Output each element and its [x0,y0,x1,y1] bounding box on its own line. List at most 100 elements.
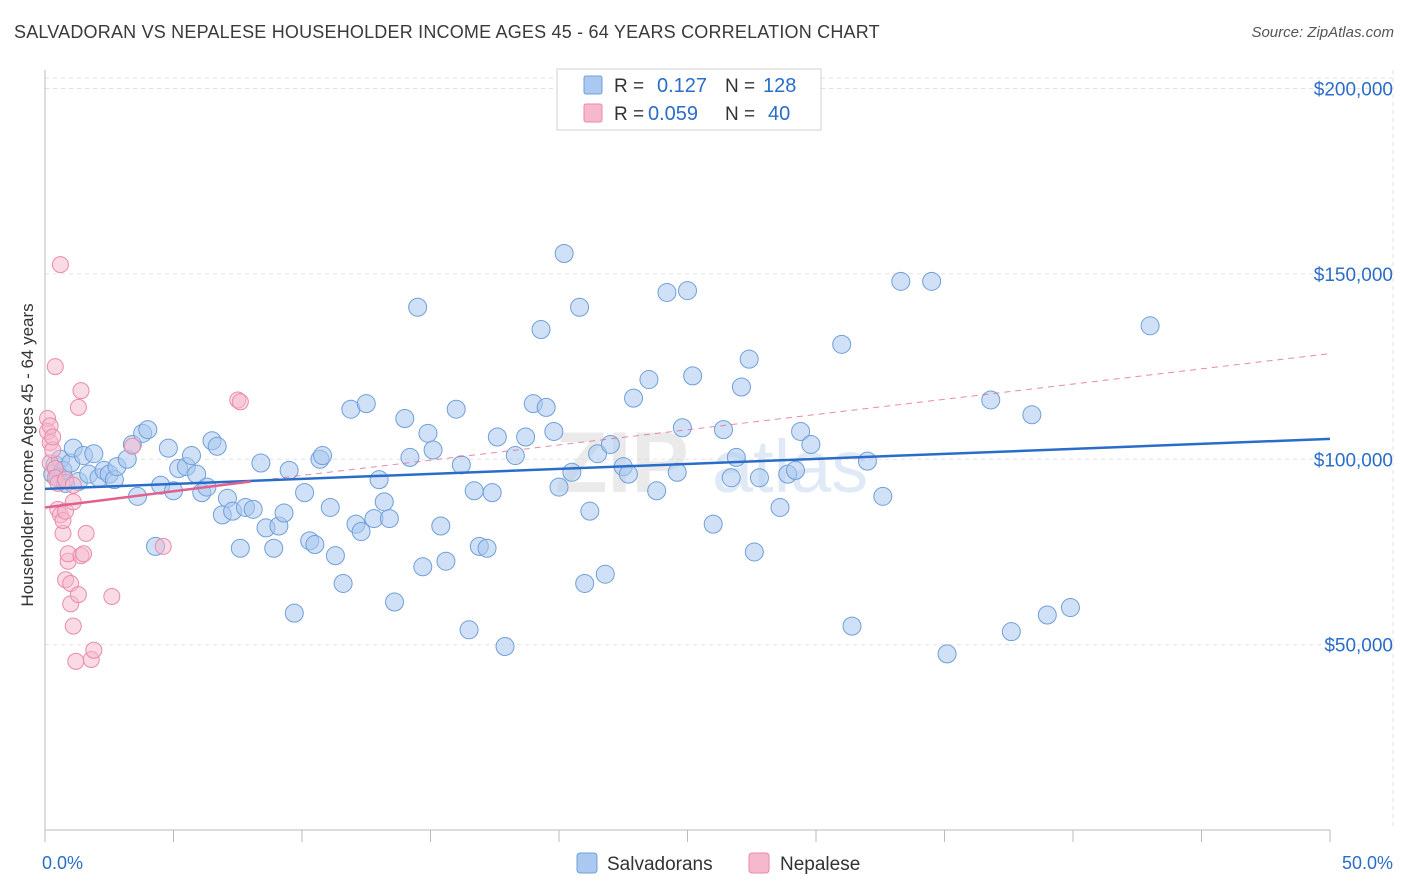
nepalese-point-25 [64,493,82,511]
salvadoran-point-92 [580,501,600,521]
salvadoran-point-79 [487,427,507,447]
legend-r-label-1: R = [614,104,644,125]
nepalese-trend-line [44,480,251,509]
legend-n-value-1: 40 [768,103,790,125]
salvadoran-point-58 [356,394,376,414]
salvadoran-point-129 [1060,598,1080,618]
salvadoran-point-112 [749,468,769,488]
salvadoran-point-21 [138,420,158,440]
nepalese-point-39 [231,393,249,411]
salvadoran-point-37 [230,538,250,558]
salvadoran-point-53 [325,546,345,566]
salvadoran-point-74 [459,620,479,640]
salvadoran-point-75 [464,481,484,501]
tick-labels: $50,000 $100,000 $150,000 $200,000 0.0% 50.0% [42,80,1393,873]
y-tick-label-0: $50,000 [1324,636,1393,657]
salvadoran-point-105 [683,366,703,386]
salvadoran-point-117 [801,434,821,454]
salvadoran-point-52 [320,497,340,517]
salvadoran-point-102 [667,462,687,482]
bottom-legend-salvadorans: Salvadorans [607,854,713,875]
correlation-legend: R = 0.127 N = 128 R = 0.059 N = 40 [556,68,822,131]
salvadoran-point-106 [703,514,723,534]
salvadoran-point-24 [158,438,178,458]
y-tick-label-1: $100,000 [1314,450,1393,471]
salvadoran-point-90 [570,297,590,317]
salvadoran-point-126 [1001,622,1021,642]
legend-n-label-1: N = [725,104,755,125]
salvadoran-point-97 [618,464,638,484]
salvadoran-point-93 [588,444,608,464]
nepalese-point-35 [103,587,121,605]
salvadoran-point-107 [713,420,733,440]
salvadoran-point-80 [495,636,515,656]
salvadoran-point-78 [482,483,502,503]
salvadoran-point-82 [516,427,536,447]
salvadoran-point-77 [477,538,497,558]
legend-r-value-1: 0.059 [648,103,698,125]
salvadoran-point-122 [891,271,911,291]
salvadoran-point-95 [600,434,620,454]
nepalese-point-29 [72,382,90,400]
bottom-legend-nepalese: Nepalese [780,854,860,875]
salvadoran-point-131 [721,468,741,488]
salvadoran-point-125 [981,390,1001,410]
salvadoran-point-88 [554,244,574,264]
nepalese-point-23 [64,617,82,635]
bottom-legend-swatch-salvadorans [576,852,598,874]
salvadoran-point-103 [672,418,692,438]
salvadoran-point-104 [678,281,697,301]
salvadoran-point-81 [505,446,525,466]
salvadoran-point-46 [284,603,304,623]
x-tick-label-1: 50.0% [1342,853,1393,873]
nepalese-point-27 [69,586,87,604]
nepalese-point-31 [75,545,93,563]
salvadoran-point-60 [369,470,389,490]
chart-title: SALVADORAN VS NEPALESE HOUSEHOLDER INCOM… [14,22,880,42]
salvadoran-point-72 [446,399,466,419]
salvadoran-point-61 [374,492,394,512]
nepalese-point-32 [77,524,95,542]
salvadoran-point-40 [251,453,271,473]
salvadoran-point-118 [832,334,852,354]
salvadoran-points [43,244,1160,664]
salvadoran-point-42 [264,538,284,558]
nepalese-points [39,256,249,670]
salvadoran-point-89 [562,462,582,482]
trend-lines [44,353,1331,509]
salvadoran-point-108 [726,447,746,467]
salvadoran-point-64 [395,408,415,428]
salvadoran-point-51 [313,446,333,466]
salvadoran-point-44 [274,503,294,523]
nepalese-point-7 [46,358,64,376]
bottom-legend-swatch-nepalese [748,852,770,874]
salvadoran-point-39 [243,499,263,519]
salvadoran-point-28 [181,446,201,466]
nepalese-point-24 [64,476,82,494]
nepalese-point-34 [85,641,103,659]
legend-n-label-0: N = [725,76,755,97]
salvadoran-point-94 [595,564,615,584]
salvadoran-point-71 [436,551,456,571]
salvadoran-point-49 [305,535,325,555]
salvadoran-point-119 [842,616,862,636]
x-tick-label-0: 0.0% [42,853,83,873]
legend-r-label-0: R = [614,76,644,97]
salvadoran-point-87 [549,477,569,497]
salvadoran-point-68 [418,423,438,443]
salvadoran-point-62 [379,509,399,529]
salvadoran-point-85 [536,397,556,417]
salvadoran-point-109 [731,377,751,397]
legend-swatch-salvadorans [583,75,603,95]
legend-swatch-nepalese [583,103,603,123]
legend-r-value-0: 0.127 [657,75,707,97]
salvadoran-point-99 [639,370,659,390]
salvadoran-point-84 [531,320,551,340]
salvadoran-point-98 [624,388,644,408]
y-tick-label-3: $200,000 [1314,80,1393,101]
salvadoran-point-33 [207,436,227,456]
nepalese-point-28 [69,398,87,416]
salvadoran-point-70 [431,516,451,536]
salvadoran-point-66 [408,297,428,317]
